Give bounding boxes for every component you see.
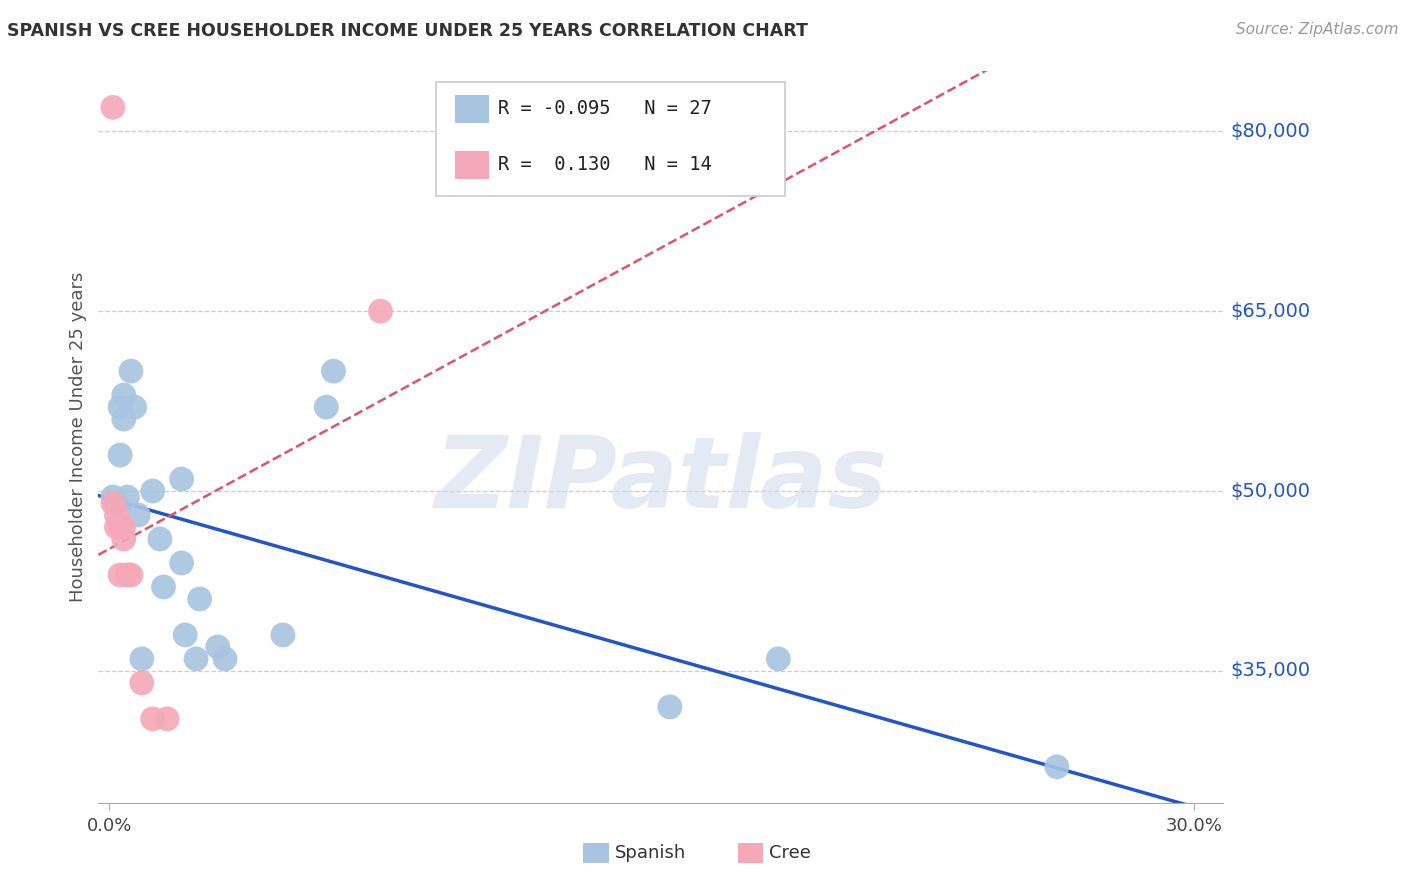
Point (658, 699, 681, 714)
Text: Cree: Cree (769, 844, 811, 862)
Text: Spanish: Spanish (614, 844, 686, 862)
Point (117, 568, 139, 582)
Point (120, 364, 142, 378)
Point (271, 628, 294, 642)
Point (174, 628, 197, 642)
Point (207, 640, 229, 654)
Point (152, 580, 174, 594)
Point (101, 100, 124, 114)
Y-axis label: Householder Income Under 25 years: Householder Income Under 25 years (69, 272, 87, 602)
Bar (456, 95, 489, 122)
Text: ZIPatlas: ZIPatlas (434, 433, 887, 530)
Point (184, 652, 207, 666)
Point (105, 496, 128, 510)
Point (768, 652, 790, 666)
Point (156, 712, 179, 726)
Text: $35,000: $35,000 (1230, 661, 1310, 681)
Point (101, 490, 124, 504)
Point (131, 652, 153, 666)
Point (1046, 760, 1069, 774)
Point (112, 532, 135, 546)
Point (322, 364, 344, 378)
Point (112, 388, 135, 402)
Point (108, 448, 131, 462)
Text: Source: ZipAtlas.com: Source: ZipAtlas.com (1236, 22, 1399, 37)
Point (101, 496, 124, 510)
Text: $65,000: $65,000 (1230, 301, 1310, 321)
Point (112, 412, 135, 426)
Point (131, 676, 153, 690)
Point (142, 483, 165, 498)
Point (370, 304, 392, 318)
Text: R = -0.095   N = 27: R = -0.095 N = 27 (498, 99, 711, 118)
Text: $50,000: $50,000 (1230, 482, 1310, 500)
Point (108, 400, 131, 414)
Point (112, 520, 135, 534)
Point (108, 520, 131, 534)
Point (124, 400, 146, 414)
FancyBboxPatch shape (436, 82, 785, 195)
Point (127, 508, 149, 522)
Point (105, 520, 128, 534)
Point (170, 472, 193, 486)
Point (105, 508, 128, 522)
Point (149, 532, 172, 546)
Point (214, 652, 236, 666)
Point (117, 490, 139, 504)
Text: $80,000: $80,000 (1230, 122, 1310, 141)
Text: SPANISH VS CREE HOUSEHOLDER INCOME UNDER 25 YEARS CORRELATION CHART: SPANISH VS CREE HOUSEHOLDER INCOME UNDER… (7, 22, 808, 40)
Point (170, 556, 193, 570)
Point (315, 400, 337, 414)
Text: R =  0.130   N = 14: R = 0.130 N = 14 (498, 155, 711, 175)
Point (142, 712, 165, 726)
Point (120, 568, 142, 582)
Point (108, 568, 131, 582)
Bar (456, 151, 489, 179)
Point (188, 591, 211, 606)
